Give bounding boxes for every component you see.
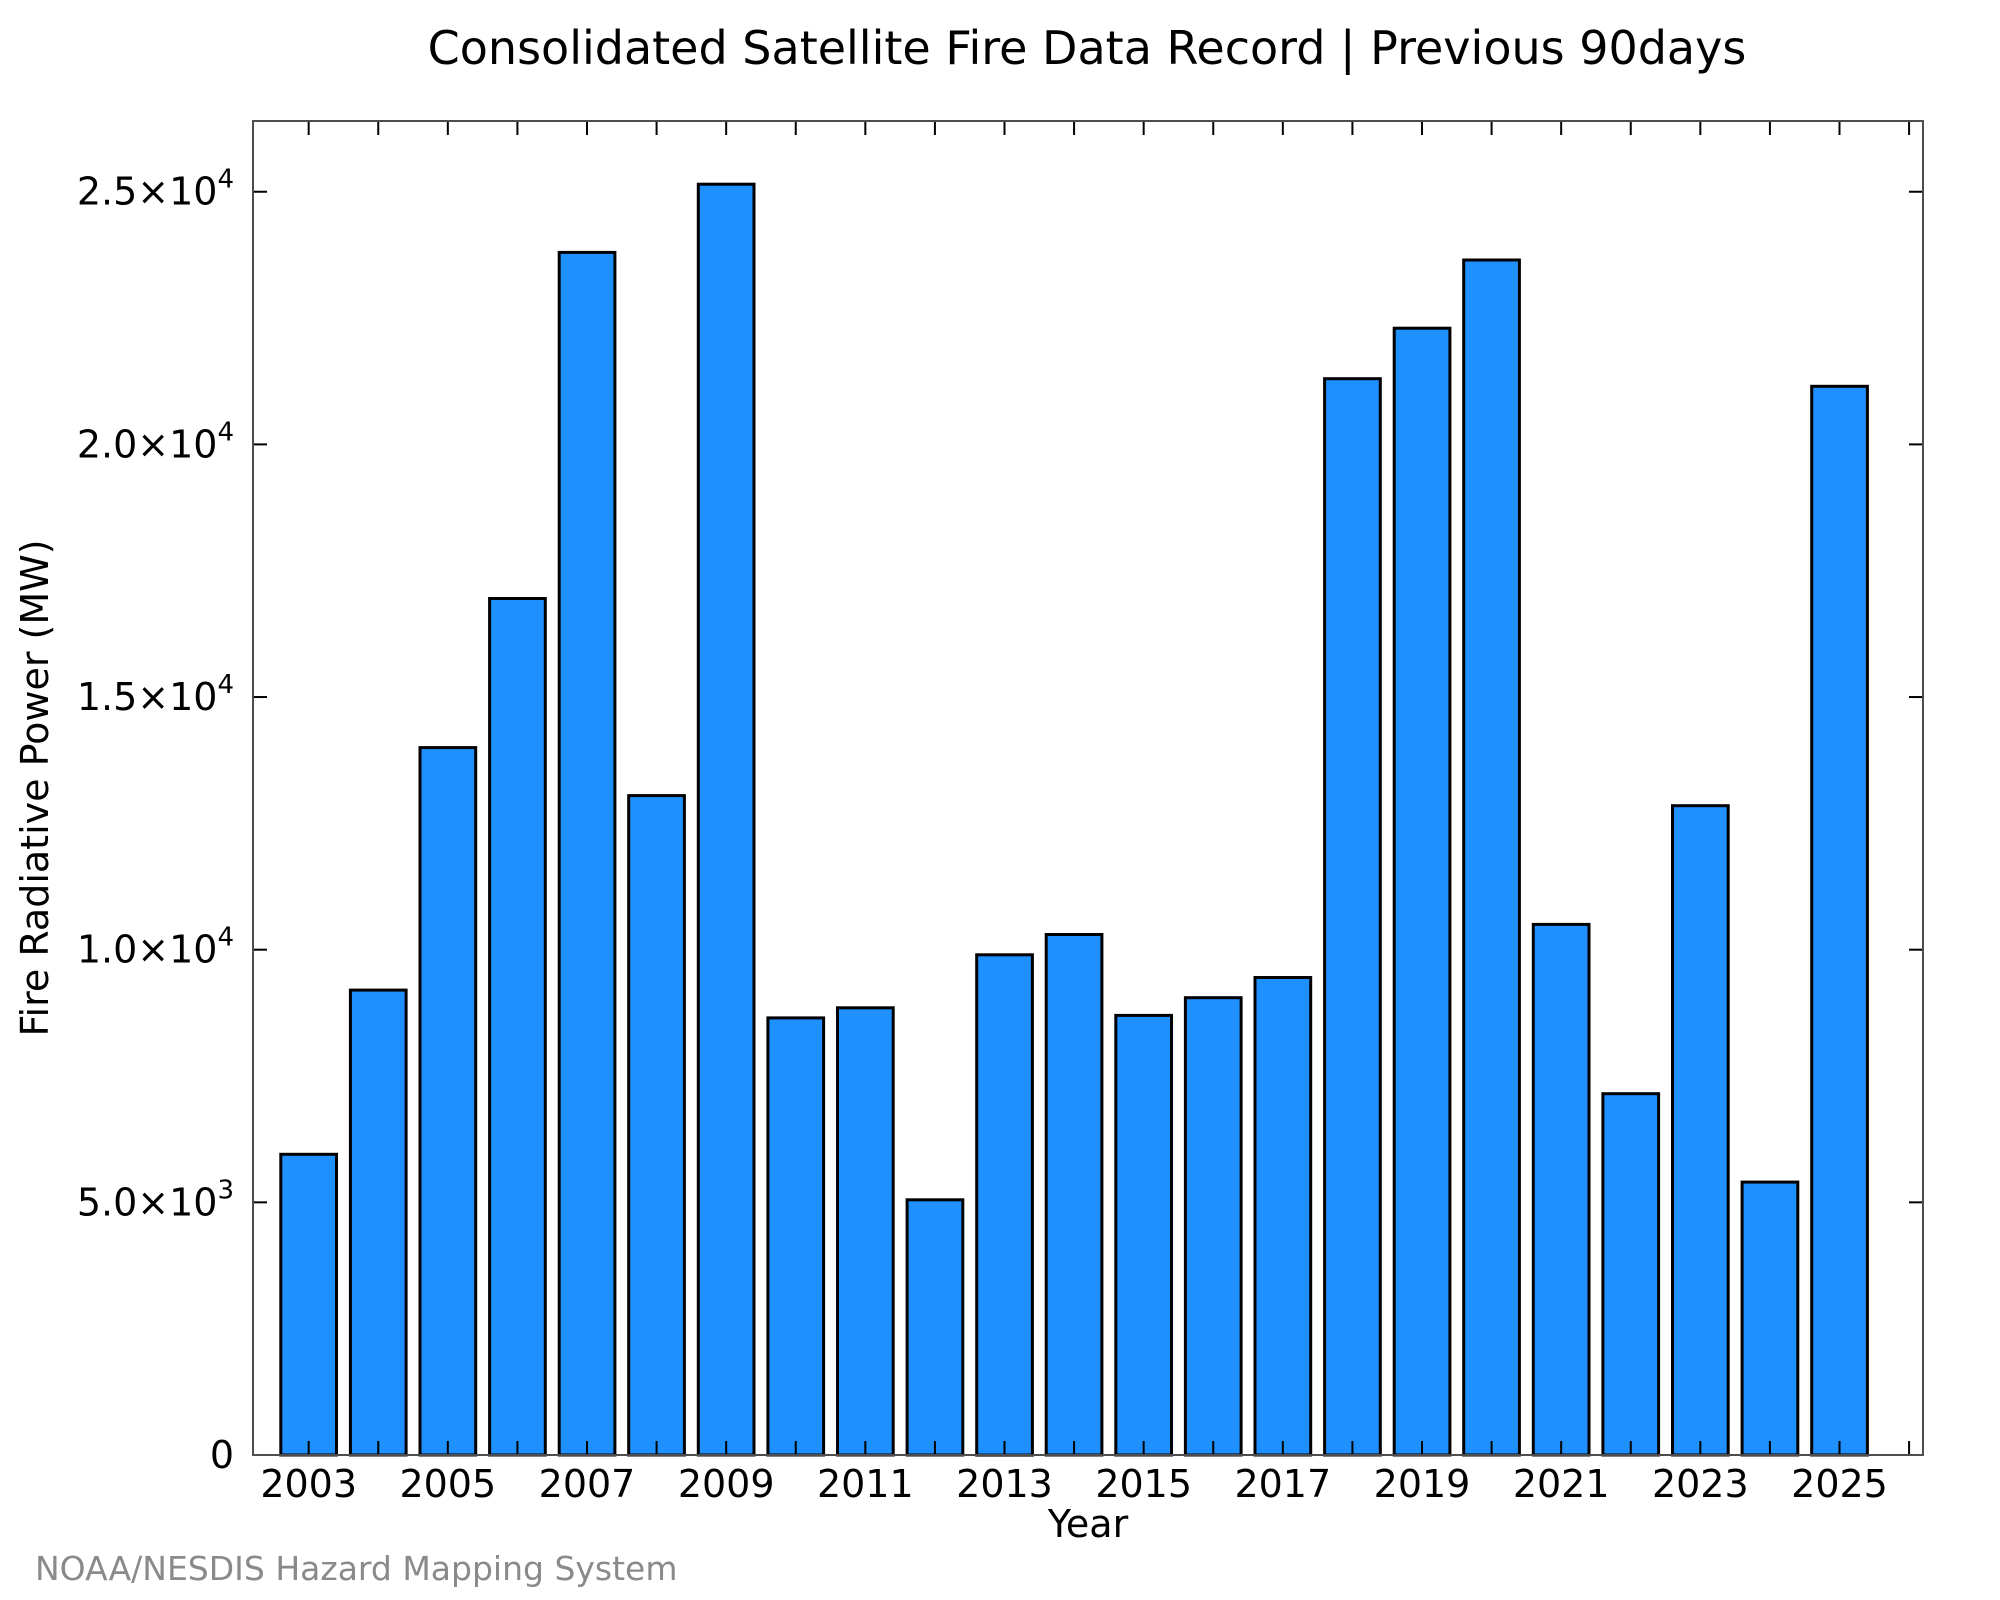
bar-2010 (766, 1016, 826, 1457)
y-tick-label-1: 5.0×103 (77, 1175, 234, 1224)
y-tick-label-4: 2.0×104 (77, 417, 234, 466)
bar-2014 (1044, 933, 1104, 1457)
bar-2006 (488, 597, 547, 1457)
ticks-group: 2003 2005 2007 2009 2011 2013 2015 2017 2019 2021… (77, 121, 1923, 1506)
bar-2018 (1323, 377, 1382, 1457)
bar-2005 (418, 746, 478, 1457)
bar-2023 (1671, 804, 1730, 1457)
bar-2019 (1392, 326, 1452, 1457)
chart-title: Consolidated Satellite Fire Data Record … (428, 21, 1747, 76)
x-tick-label-2007: 2007 (539, 1462, 636, 1506)
y-axis-label: Fire Radiative Power (MW) (13, 539, 57, 1036)
bar-2004 (348, 988, 408, 1457)
x-tick-label-2013: 2013 (956, 1462, 1053, 1506)
bar-2024 (1740, 1180, 1800, 1457)
bar-2025 (1810, 384, 1869, 1457)
bar-2008 (627, 794, 686, 1457)
y-tick-label-5: 2.5×104 (77, 165, 234, 214)
y-tick-label-3: 1.5×104 (77, 670, 234, 719)
bar-2003 (279, 1152, 338, 1457)
bar-2020 (1462, 258, 1521, 1457)
bar-2015 (1114, 1013, 1174, 1457)
bar-2007 (557, 250, 617, 1457)
credit-text: NOAA/NESDIS Hazard Mapping System (35, 1549, 678, 1588)
x-tick-label-2023: 2023 (1652, 1462, 1749, 1506)
bar-2012 (905, 1198, 965, 1457)
y-tick-label-0: 0 (210, 1433, 234, 1477)
bar-2013 (975, 953, 1034, 1457)
x-tick-label-2005: 2005 (399, 1462, 496, 1506)
bar-2016 (1183, 996, 1243, 1457)
x-tick-label-2003: 2003 (260, 1462, 357, 1506)
x-axis-label: Year (1047, 1502, 1129, 1546)
bar-2022 (1601, 1092, 1661, 1457)
bar-2011 (836, 1006, 895, 1457)
x-tick-label-2009: 2009 (678, 1462, 775, 1506)
bar-2009 (696, 182, 756, 1457)
bar-2021 (1531, 922, 1591, 1457)
x-tick-label-2011: 2011 (817, 1462, 914, 1506)
y-tick-label-2: 1.0×104 (77, 923, 234, 972)
plot-frame (252, 120, 1924, 1456)
x-tick-label-2019: 2019 (1374, 1462, 1471, 1506)
bars-group (279, 182, 1869, 1457)
x-tick-label-2021: 2021 (1513, 1462, 1610, 1506)
bar-2017 (1253, 976, 1313, 1457)
x-tick-label-2015: 2015 (1095, 1462, 1192, 1506)
x-tick-label-2025: 2025 (1791, 1462, 1888, 1506)
x-tick-label-2017: 2017 (1234, 1462, 1331, 1506)
